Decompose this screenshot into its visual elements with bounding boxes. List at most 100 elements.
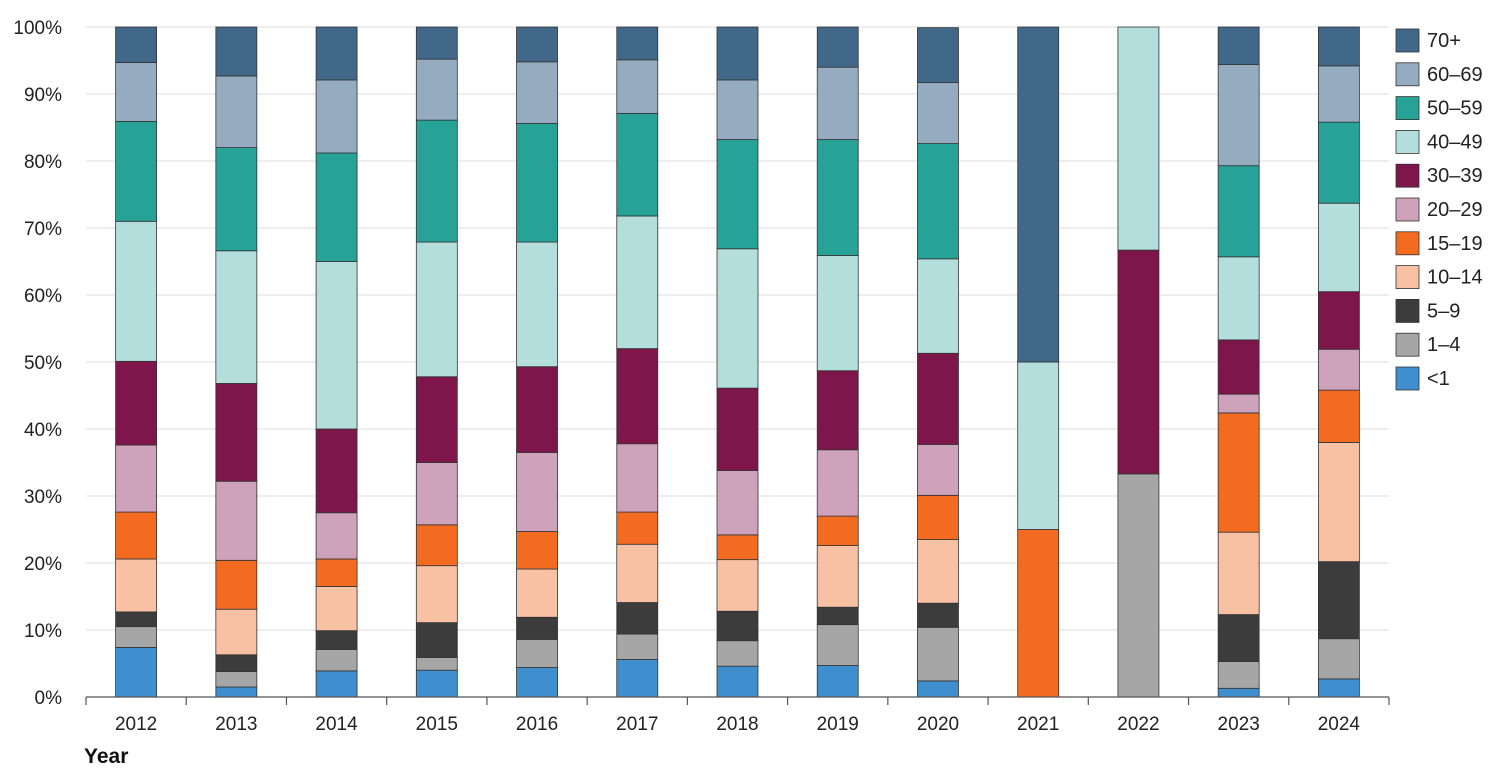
legend-label: 60–69 xyxy=(1427,64,1483,86)
bar-segment xyxy=(115,360,158,446)
bar-segment xyxy=(1217,687,1260,698)
bar-segment xyxy=(215,26,258,77)
bar-segment xyxy=(917,626,959,682)
bar-segment xyxy=(516,26,558,63)
x-tick-label: 2018 xyxy=(716,714,758,735)
bar-segment xyxy=(115,511,158,560)
bar-segment xyxy=(616,113,659,217)
bar-segment xyxy=(516,667,558,698)
bar-segment xyxy=(415,119,458,243)
bar-segment xyxy=(115,611,158,628)
bar-segment xyxy=(816,515,859,546)
bar-segment xyxy=(315,152,358,262)
bar-segment xyxy=(1217,256,1260,341)
bar-segment xyxy=(1317,561,1360,640)
bar-segment xyxy=(816,449,859,517)
bar-segment xyxy=(315,428,358,514)
legend: 70+ 60–69 50–59 40–49 30–39 20–29 15–19 10–14 5–… xyxy=(1395,28,1483,391)
bar-segment xyxy=(716,470,759,536)
bar-segment xyxy=(1317,389,1360,443)
bar-segment xyxy=(1217,393,1260,414)
x-tick-label: 2017 xyxy=(616,714,658,735)
bar-segment xyxy=(315,586,358,632)
bar-segment xyxy=(115,220,158,362)
x-axis: 2012 2013 2014 2015 2016 2017 2018 2019 2020 2021… xyxy=(85,696,1390,735)
legend-label: 15–19 xyxy=(1427,233,1483,255)
bar-segment xyxy=(716,559,759,612)
bar-segment xyxy=(315,261,358,430)
bar-segment xyxy=(1317,348,1360,391)
bar-segment xyxy=(917,258,959,354)
bar-segment xyxy=(917,539,959,604)
bar-segment xyxy=(716,534,759,561)
bar-segment xyxy=(115,62,158,122)
y-tick-label: 20% xyxy=(24,554,62,575)
y-tick-label: 0% xyxy=(35,688,63,709)
bar-segment xyxy=(716,139,759,250)
legend-label: 30–39 xyxy=(1427,165,1483,187)
bar-segments xyxy=(115,26,1360,698)
bar-segment xyxy=(1317,65,1360,123)
legend-swatch xyxy=(1395,366,1420,391)
bar-segment xyxy=(215,250,258,384)
legend-swatch xyxy=(1395,197,1420,222)
bar-segment xyxy=(415,58,458,121)
legend-swatch xyxy=(1395,163,1420,188)
bar-segment xyxy=(115,626,158,648)
bar-segment xyxy=(1317,441,1360,563)
bar-segment xyxy=(616,215,659,350)
bar-segment xyxy=(816,624,859,666)
bar-segment xyxy=(215,654,258,672)
bar-segment xyxy=(816,665,859,698)
bar-segment xyxy=(516,123,558,243)
legend-swatch xyxy=(1395,62,1420,87)
y-tick-label: 90% xyxy=(24,85,62,106)
x-tick-label: 2024 xyxy=(1318,714,1361,735)
bar-segment xyxy=(1217,412,1260,533)
bar-segment xyxy=(917,680,959,698)
bar-segment xyxy=(716,387,759,471)
bar-segment xyxy=(115,121,158,222)
bar-segment xyxy=(616,26,659,61)
bar-segment xyxy=(1117,473,1160,698)
bar-segment xyxy=(516,452,558,532)
bar-segment xyxy=(816,606,859,626)
bar-segment xyxy=(415,565,458,624)
bar-segment xyxy=(1317,121,1360,204)
bar-segment xyxy=(816,26,859,68)
bar-segment xyxy=(1217,165,1260,258)
bar-segment xyxy=(1317,638,1360,680)
bar-segment xyxy=(716,665,759,698)
y-axis: 0% 10% 20% 30% 40% 50% 60% 70% 80% 90% 100% xyxy=(13,18,62,709)
legend-swatch xyxy=(1395,28,1420,53)
bar-segment xyxy=(716,26,759,81)
y-tick-label: 80% xyxy=(24,152,62,173)
legend-label: 1–4 xyxy=(1427,334,1460,356)
bar-segment xyxy=(716,610,759,642)
bar-segment xyxy=(616,59,659,114)
bar-segment xyxy=(1317,26,1360,67)
bar-segment xyxy=(816,545,859,608)
legend-swatch xyxy=(1395,129,1420,154)
bar-segment xyxy=(917,143,959,260)
legend-label: <1 xyxy=(1427,368,1450,390)
bar-segment xyxy=(315,26,358,81)
legend-label: 10–14 xyxy=(1427,267,1483,289)
bar-segment xyxy=(315,558,358,587)
bar-segment xyxy=(516,241,558,368)
bar-segment xyxy=(315,670,358,698)
y-tick-label: 70% xyxy=(24,219,62,240)
bar-segment xyxy=(415,26,458,60)
x-tick-label: 2014 xyxy=(315,714,358,735)
bar-segment xyxy=(115,444,158,513)
bar-segment xyxy=(415,669,458,698)
bar-segment xyxy=(1117,26,1160,251)
bar-segment xyxy=(616,602,659,635)
x-tick-label: 2021 xyxy=(1017,714,1059,735)
bar-segment xyxy=(415,622,458,658)
bar-segment xyxy=(315,512,358,560)
bar-segment xyxy=(917,494,959,540)
x-tick-label: 2013 xyxy=(215,714,257,735)
bar-segment xyxy=(616,443,659,513)
